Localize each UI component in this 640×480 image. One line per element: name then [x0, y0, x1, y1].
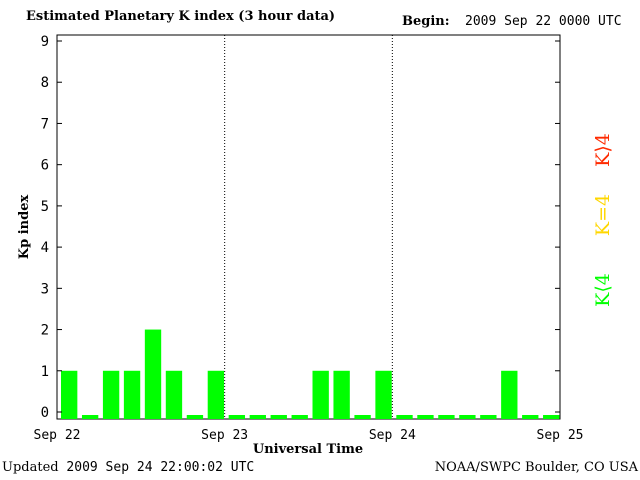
- x-tick-label: Sep 24: [369, 428, 416, 443]
- kp-bar: [417, 415, 434, 419]
- chart-title: Estimated Planetary K index (3 hour data…: [26, 9, 336, 24]
- y-tick-label: 2: [41, 323, 49, 339]
- kp-bar: [354, 415, 371, 419]
- y-tick-label: 1: [41, 364, 49, 380]
- x-axis-ticks: Sep 22 Sep 23 Sep 24 Sep 25: [34, 35, 584, 443]
- kp-bar: [207, 370, 225, 419]
- kp-bar: [375, 370, 392, 419]
- source-info: NOAA/SWPC Boulder, CO USA: [434, 460, 638, 475]
- y-tick-label: 7: [41, 116, 49, 132]
- kp-bar: [270, 415, 287, 419]
- kp-bar: [228, 415, 246, 419]
- kp-bar: [102, 370, 120, 419]
- kp-bar: [501, 370, 518, 419]
- kp-bar: [522, 415, 539, 419]
- legend-entry: K⟩4: [592, 133, 614, 167]
- x-tick-label: Sep 23: [201, 428, 248, 443]
- kp-bar: [438, 415, 455, 419]
- updated-label: Updated: [2, 460, 59, 475]
- y-tick-label: 9: [41, 34, 49, 50]
- x-tick-label: Sep 22: [34, 428, 81, 443]
- kp-bar: [123, 370, 141, 419]
- y-tick-label: 5: [41, 199, 49, 215]
- bars-group: [61, 329, 560, 419]
- kp-bar: [459, 415, 476, 419]
- kp-bar: [480, 415, 497, 419]
- legend-entry: K⟨4: [592, 273, 614, 307]
- kp-bar: [333, 370, 350, 419]
- kp-bar: [61, 370, 78, 419]
- begin-label: Begin:: [402, 14, 450, 29]
- kp-bar: [186, 415, 204, 419]
- kp-bar: [81, 415, 99, 419]
- y-tick-label: 0: [41, 405, 49, 421]
- kp-bar: [144, 329, 162, 419]
- legend: K⟨4 K=4 K⟩4: [592, 133, 614, 307]
- updated-value: 2009 Sep 24 22:00:02 UTC: [66, 460, 255, 475]
- kp-bar: [543, 415, 560, 419]
- legend-entry: K=4: [592, 194, 614, 236]
- plot-frame: [56, 34, 561, 420]
- kp-bar: [396, 415, 413, 419]
- kp-bar: [165, 370, 183, 419]
- kp-bar: [312, 370, 329, 419]
- y-tick-label: 6: [41, 158, 49, 174]
- y-axis-ticks: 0 1 2 3 4 5 6 7 8 9: [41, 34, 560, 421]
- begin-value: 2009 Sep 22 0000 UTC: [465, 14, 622, 29]
- y-axis-label: Kp index: [17, 195, 32, 260]
- updated-info: Updated 2009 Sep 24 22:00:02 UTC: [2, 460, 254, 475]
- kp-bar: [291, 415, 308, 419]
- x-axis-label: Universal Time: [253, 442, 363, 457]
- y-tick-label: 3: [41, 281, 49, 297]
- x-tick-label: Sep 25: [537, 428, 584, 443]
- kp-bar: [249, 415, 266, 419]
- y-tick-label: 8: [41, 75, 49, 91]
- y-tick-label: 4: [41, 240, 49, 256]
